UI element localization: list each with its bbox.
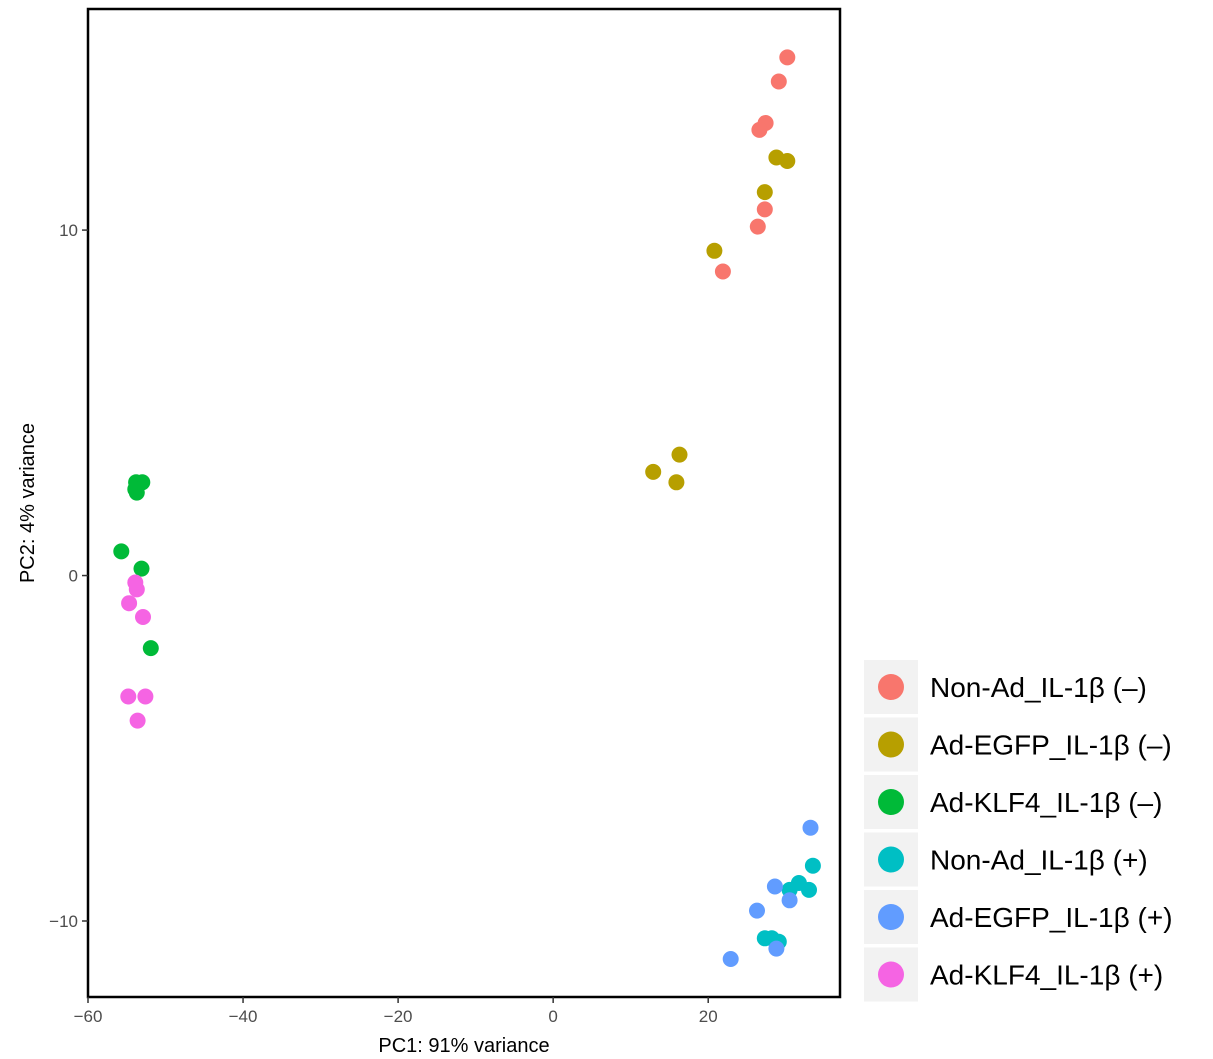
- y-axis: 10 0 −10: [49, 221, 88, 931]
- data-point-s2-p3: [128, 484, 145, 501]
- data-point-s3-p0: [804, 857, 821, 874]
- data-point-s4-p2: [781, 892, 798, 909]
- legend-label: Ad-EGFP_IL-1β (–): [930, 730, 1172, 761]
- plot-panel-border: [86, 7, 842, 999]
- data-point-s4-p1: [766, 878, 783, 895]
- legend-label: Ad-KLF4_IL-1β (–): [930, 787, 1162, 818]
- data-point-s1-p2: [756, 184, 773, 201]
- data-point-s0-p1: [770, 73, 787, 90]
- legend-key-marker: [878, 846, 904, 873]
- y-tick-label: 10: [59, 221, 78, 240]
- legend-label: Ad-KLF4_IL-1β (+): [930, 960, 1163, 991]
- data-point-s5-p3: [135, 609, 151, 625]
- legend-label: Non-Ad_IL-1β (+): [930, 845, 1148, 876]
- legend-key-marker: [878, 731, 904, 758]
- x-tick-label: 0: [548, 1007, 557, 1026]
- x-axis: −60 −40 −20 0 20: [74, 997, 718, 1026]
- data-point-s1-p4: [671, 446, 688, 463]
- data-point-s4-p5: [722, 951, 739, 967]
- y-tick-label: 0: [69, 567, 78, 586]
- data-point-s3-p3: [801, 881, 817, 898]
- data-point-s1-p3: [706, 242, 723, 259]
- data-point-s0-p3: [751, 121, 768, 138]
- data-point-s4-p0: [802, 819, 819, 836]
- data-point-s0-p6: [714, 263, 731, 280]
- data-point-s4-p4: [768, 940, 785, 957]
- y-tick-label: −10: [49, 912, 78, 931]
- data-point-s2-p4: [113, 543, 130, 560]
- data-point-s1-p6: [668, 474, 685, 491]
- data-point-s5-p1: [128, 581, 145, 598]
- x-tick-label: −20: [384, 1007, 413, 1026]
- points-layer: [113, 49, 821, 967]
- data-point-s5-p6: [129, 712, 146, 729]
- legend-key-marker: [878, 961, 904, 988]
- legend-label: Non-Ad_IL-1β (–): [930, 672, 1147, 703]
- x-axis-title: PC1: 91% variance: [378, 1035, 549, 1057]
- x-tick-label: −40: [229, 1007, 258, 1026]
- y-axis-title: PC2: 4% variance: [17, 423, 39, 583]
- data-point-s1-p5: [645, 463, 662, 480]
- data-point-s1-p1: [779, 153, 796, 169]
- legend-label: Ad-EGFP_IL-1β (+): [930, 902, 1173, 933]
- x-tick-label: 20: [699, 1007, 718, 1026]
- legend: Non-Ad_IL-1β (–) Ad-EGFP_IL-1β (–) Ad-KLF4…: [864, 660, 1173, 1002]
- data-point-s2-p5: [133, 560, 150, 577]
- data-point-s0-p5: [749, 218, 766, 235]
- data-point-s2-p6: [142, 640, 159, 657]
- legend-key-marker: [878, 789, 904, 815]
- legend-key-marker: [878, 674, 904, 700]
- data-point-s5-p5: [137, 688, 154, 705]
- data-point-s5-p2: [121, 595, 138, 612]
- data-point-s4-p3: [749, 902, 765, 919]
- x-tick-label: −60: [74, 1007, 103, 1026]
- data-point-s5-p4: [120, 688, 137, 705]
- legend-key-marker: [878, 904, 904, 930]
- data-point-s0-p0: [779, 49, 796, 66]
- data-point-s0-p4: [756, 201, 773, 218]
